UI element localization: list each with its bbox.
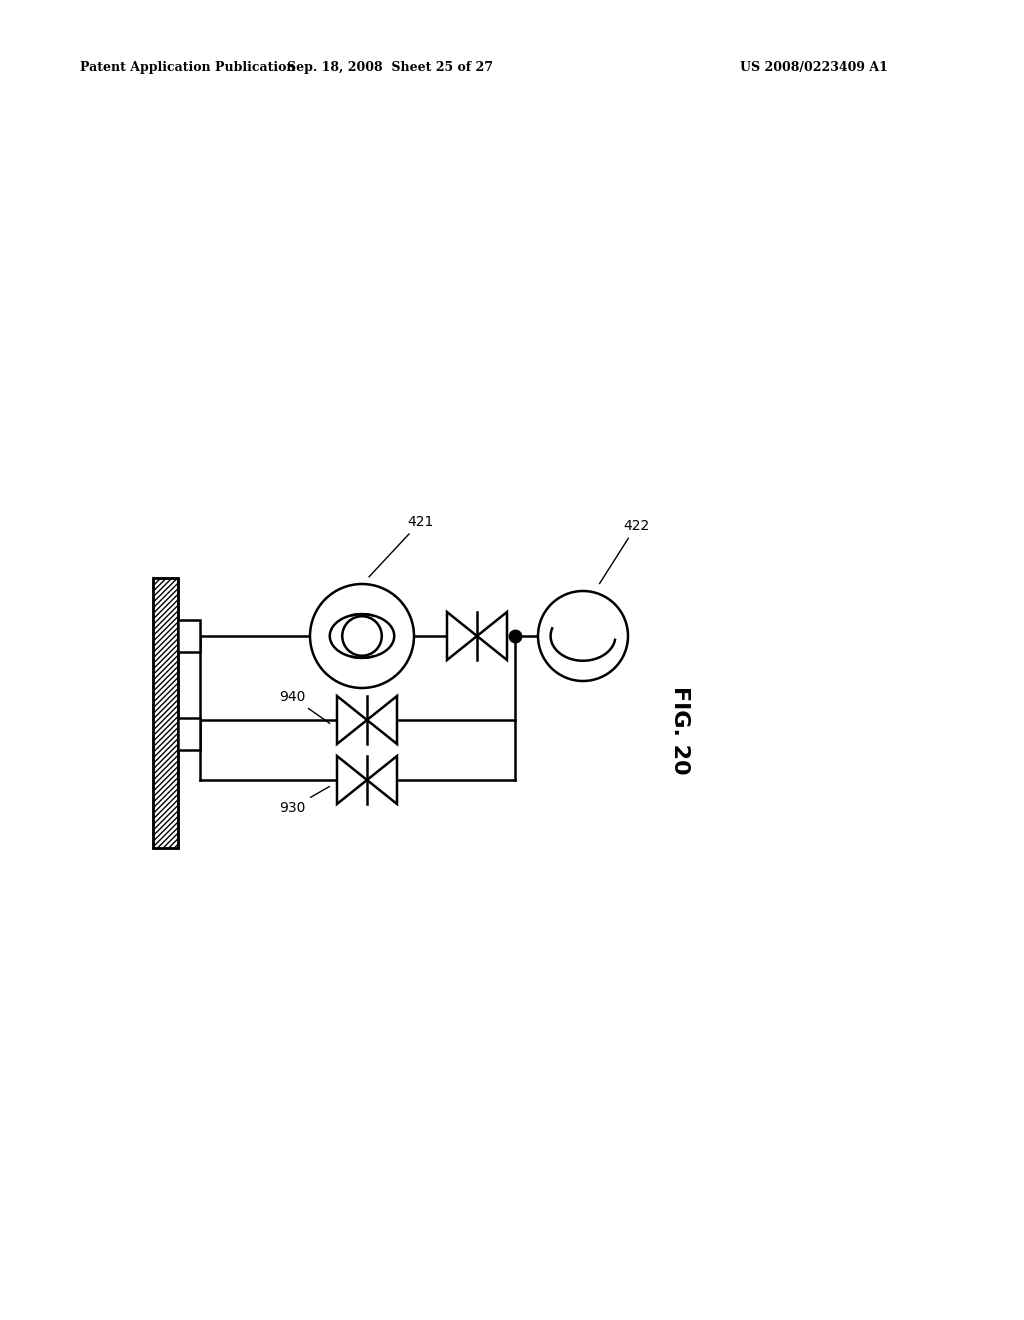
- Circle shape: [310, 583, 414, 688]
- Text: Patent Application Publication: Patent Application Publication: [80, 62, 296, 74]
- Bar: [178, 620, 200, 652]
- Polygon shape: [337, 756, 367, 804]
- Circle shape: [342, 616, 382, 656]
- Text: 421: 421: [369, 515, 433, 577]
- Text: 422: 422: [599, 519, 649, 583]
- Text: 930: 930: [279, 787, 330, 814]
- Bar: [153, 578, 178, 847]
- Text: 940: 940: [279, 690, 330, 723]
- Circle shape: [538, 591, 628, 681]
- Bar: [178, 718, 200, 750]
- Bar: [153, 578, 178, 847]
- Text: US 2008/0223409 A1: US 2008/0223409 A1: [740, 62, 888, 74]
- Polygon shape: [367, 696, 397, 744]
- Polygon shape: [447, 612, 477, 660]
- Text: FIG. 20: FIG. 20: [670, 685, 690, 775]
- Polygon shape: [477, 612, 507, 660]
- Polygon shape: [367, 756, 397, 804]
- Polygon shape: [337, 696, 367, 744]
- Text: Sep. 18, 2008  Sheet 25 of 27: Sep. 18, 2008 Sheet 25 of 27: [287, 62, 493, 74]
